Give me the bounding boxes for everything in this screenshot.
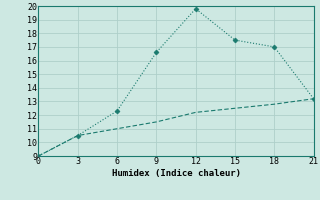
- X-axis label: Humidex (Indice chaleur): Humidex (Indice chaleur): [111, 169, 241, 178]
